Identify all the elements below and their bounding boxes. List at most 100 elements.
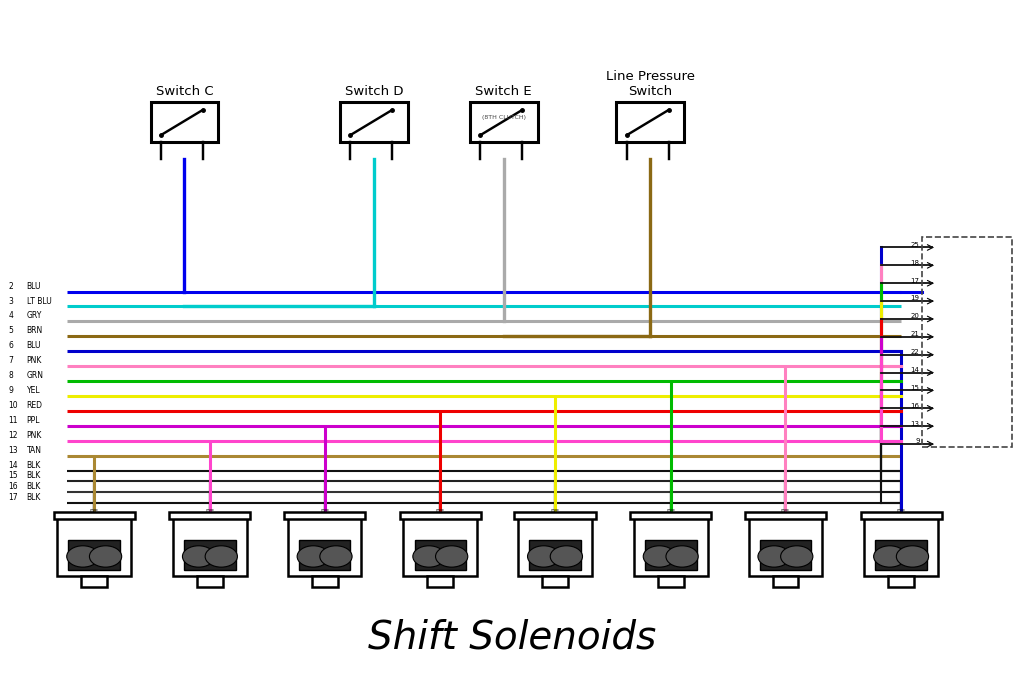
Bar (888, 576, 914, 587)
Bar (876, 540, 927, 570)
Bar (69, 540, 120, 570)
Text: 4: 4 (8, 311, 13, 321)
Text: 18: 18 (910, 260, 920, 266)
Bar (415, 540, 466, 570)
Bar (630, 512, 712, 519)
Bar (340, 102, 408, 142)
Circle shape (319, 546, 352, 567)
Text: 10: 10 (8, 401, 17, 410)
Text: 9: 9 (8, 386, 13, 395)
Circle shape (896, 546, 929, 567)
Text: BLU: BLU (27, 341, 41, 351)
Text: 15: 15 (910, 384, 920, 391)
Bar (922, 237, 1012, 447)
Text: PPL: PPL (27, 416, 40, 425)
Circle shape (435, 546, 468, 567)
Text: YEL: YEL (27, 386, 40, 395)
Bar (399, 512, 481, 519)
Text: 8: 8 (8, 371, 13, 380)
Circle shape (643, 546, 676, 567)
Bar (169, 512, 251, 519)
Text: n=: n= (319, 508, 330, 513)
Text: Switch C: Switch C (156, 85, 213, 98)
Text: LT BLU: LT BLU (27, 296, 51, 306)
Text: 13: 13 (910, 420, 920, 426)
Text: TAN: TAN (27, 445, 42, 455)
Circle shape (413, 546, 445, 567)
Bar (53, 512, 135, 519)
Text: 13: 13 (8, 445, 17, 455)
Bar (749, 515, 822, 576)
Text: n=: n= (89, 508, 99, 513)
Bar (542, 576, 568, 587)
Text: 5: 5 (8, 326, 13, 336)
Text: BLK: BLK (27, 471, 41, 481)
Text: 12: 12 (8, 431, 17, 440)
Text: 6: 6 (8, 341, 13, 351)
Bar (284, 512, 366, 519)
Bar (427, 576, 454, 587)
Bar (173, 515, 247, 576)
Bar (299, 540, 350, 570)
Text: 16: 16 (8, 482, 17, 492)
Text: 15: 15 (8, 471, 17, 481)
Bar (860, 512, 942, 519)
Text: Switch D: Switch D (344, 85, 403, 98)
Bar (645, 540, 696, 570)
Circle shape (780, 546, 813, 567)
Bar (403, 515, 477, 576)
Text: 9: 9 (915, 439, 920, 444)
Bar (657, 576, 684, 587)
Circle shape (297, 546, 330, 567)
Bar (616, 102, 684, 142)
Text: 25: 25 (910, 242, 920, 247)
Text: 20: 20 (910, 313, 920, 319)
Circle shape (873, 546, 906, 567)
Text: (8TH CLUTCH): (8TH CLUTCH) (482, 115, 525, 120)
Text: n=: n= (896, 508, 906, 513)
Text: n=: n= (666, 508, 676, 513)
Text: n=: n= (205, 508, 215, 513)
Text: 14: 14 (8, 460, 17, 470)
Text: 2: 2 (8, 281, 13, 291)
Text: 3: 3 (8, 296, 13, 306)
Text: 11: 11 (8, 416, 17, 425)
Text: BLK: BLK (27, 482, 41, 492)
Circle shape (89, 546, 122, 567)
Text: Line Pressure
Switch: Line Pressure Switch (606, 70, 694, 98)
Bar (864, 515, 938, 576)
Bar (470, 102, 538, 142)
Circle shape (67, 546, 99, 567)
Circle shape (666, 546, 698, 567)
Circle shape (550, 546, 583, 567)
Bar (311, 576, 338, 587)
Bar (744, 512, 826, 519)
Text: n=: n= (550, 508, 560, 513)
Text: BLU: BLU (27, 281, 41, 291)
Circle shape (527, 546, 560, 567)
Bar (634, 515, 708, 576)
Circle shape (182, 546, 215, 567)
Text: 21: 21 (910, 331, 920, 337)
Text: PNK: PNK (27, 431, 42, 440)
Text: GRY: GRY (27, 311, 42, 321)
Bar (288, 515, 361, 576)
Text: GRN: GRN (27, 371, 44, 380)
Text: BLK: BLK (27, 460, 41, 470)
Text: RED: RED (27, 401, 43, 410)
Bar (772, 576, 799, 587)
Text: n=: n= (435, 508, 445, 513)
Bar (184, 540, 236, 570)
Text: Switch E: Switch E (475, 85, 532, 98)
Text: PNK: PNK (27, 356, 42, 365)
Text: 7: 7 (8, 356, 13, 365)
Text: Shift Solenoids: Shift Solenoids (368, 618, 656, 656)
Text: 14: 14 (910, 367, 920, 373)
Text: 16: 16 (910, 403, 920, 409)
Circle shape (758, 546, 791, 567)
Text: BLK: BLK (27, 493, 41, 502)
Bar (518, 515, 592, 576)
Bar (760, 540, 811, 570)
Circle shape (205, 546, 238, 567)
Bar (151, 102, 218, 142)
